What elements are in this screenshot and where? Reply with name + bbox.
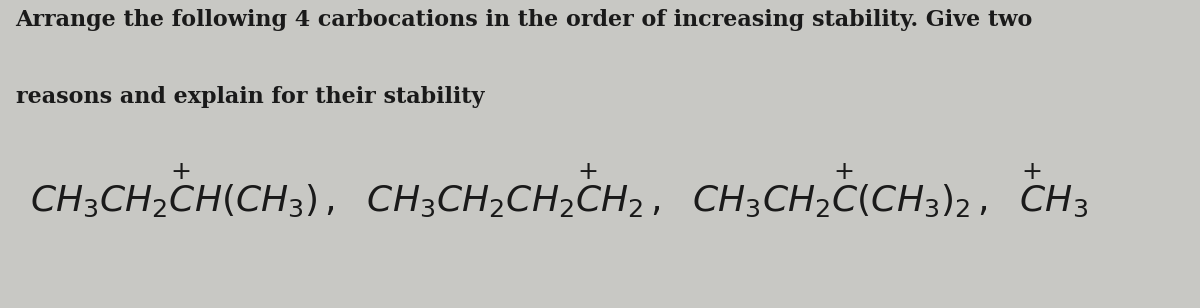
Text: Arrange the following 4 carbocations in the order of increasing stability. Give : Arrange the following 4 carbocations in …	[16, 9, 1033, 31]
Text: reasons and explain for their stability: reasons and explain for their stability	[16, 86, 484, 108]
Text: $CH_3CH_2\overset{+}{C}H(CH_3)\,,\ \ CH_3CH_2CH_2\overset{+}{C}H_2\,,\ \ CH_3CH_: $CH_3CH_2\overset{+}{C}H(CH_3)\,,\ \ CH_…	[30, 162, 1088, 220]
